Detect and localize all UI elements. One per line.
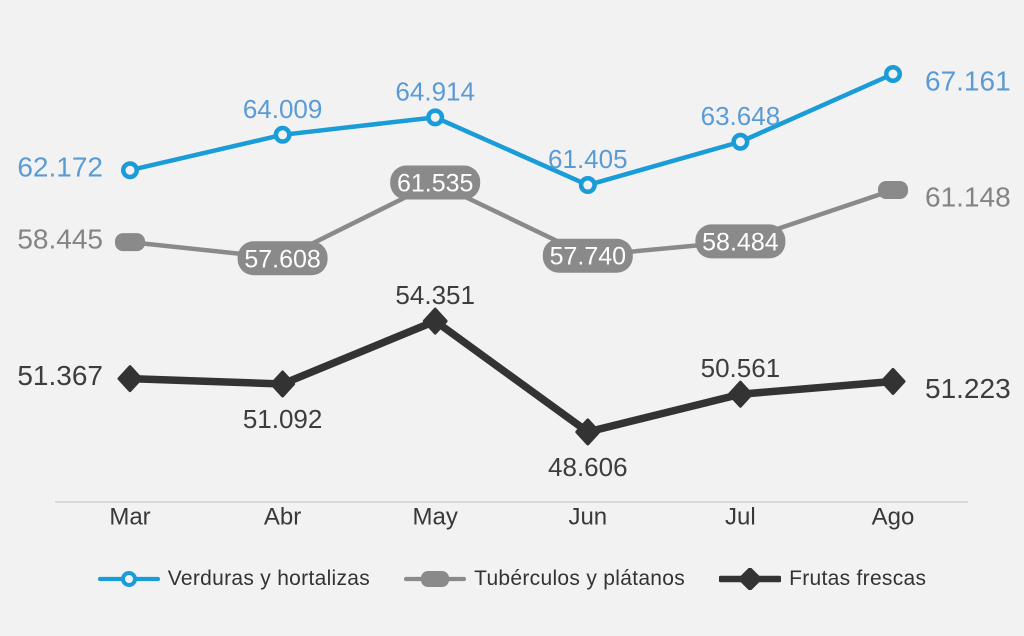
data-label-badge [390, 165, 481, 200]
x-tick-label: Abr [264, 504, 301, 531]
data-label: 61.148 [925, 181, 1011, 212]
data-label: 48.606 [548, 452, 628, 482]
x-tick-label: Mar [109, 504, 150, 531]
data-point-marker [727, 380, 753, 408]
data-label: 57.740 [550, 243, 626, 271]
data-label: 58.484 [702, 228, 779, 256]
legend-diamond-marker-icon [719, 568, 782, 590]
legend-label: Verduras y hortalizas [167, 567, 371, 590]
data-label: 58.445 [17, 224, 103, 255]
data-label-badge [695, 224, 786, 259]
legend-open-circle-marker-icon [97, 571, 160, 587]
data-label: 61.405 [548, 144, 628, 174]
series-line-2 [126, 317, 897, 436]
data-label: 62.172 [17, 152, 103, 183]
legend-rounded-rect-marker-icon [404, 571, 467, 587]
x-tick-label: May [413, 504, 458, 531]
data-point-marker [880, 367, 906, 395]
data-label: 51.092 [243, 404, 323, 434]
data-point-marker [422, 307, 448, 335]
data-label: 50.561 [701, 353, 781, 383]
data-label: 61.535 [397, 170, 473, 198]
data-point-marker [878, 180, 908, 199]
x-tick-label: Jul [725, 504, 756, 531]
data-label-badge [237, 241, 328, 276]
legend-label: Frutas frescas [789, 567, 927, 590]
legend-label: Tubérculos y plátanos [474, 567, 686, 590]
data-point-marker [731, 132, 750, 151]
data-point-marker [273, 125, 292, 144]
data-point-marker [884, 65, 902, 83]
data-point-marker [575, 418, 601, 446]
legend-item-tuberculos-y-platanos: Tubérculos y plátanos [404, 567, 685, 591]
data-label-badge [542, 238, 633, 273]
data-label: 64.914 [395, 76, 475, 106]
data-label: 63.648 [701, 101, 781, 131]
data-point-marker [578, 176, 597, 195]
data-label: 54.351 [395, 280, 475, 310]
data-label: 51.367 [17, 360, 103, 391]
data-point-marker [117, 365, 143, 393]
data-label: 51.223 [925, 373, 1011, 404]
data-point-marker [270, 370, 296, 398]
legend-item-verduras-y-hortalizas: Verduras y hortalizas [97, 567, 371, 591]
chart-legend: Verduras y hortalizas Tubérculos y pláta… [0, 567, 1024, 591]
x-tick-label: Ago [872, 504, 915, 531]
plot-area: Mar Abr May Jun Jul Ago 62.172 64.009 64.914 61.4… [17, 65, 1011, 531]
data-point-marker [426, 108, 445, 127]
legend-item-frutas-frescas: Frutas frescas [719, 567, 926, 591]
data-label: 67.161 [925, 66, 1011, 97]
series-line-0 [127, 71, 896, 188]
data-label: 64.009 [243, 94, 323, 124]
data-point-marker [115, 233, 145, 252]
x-tick-label: Jun [568, 504, 607, 531]
data-point-marker [121, 161, 139, 180]
data-label: 57.608 [244, 245, 320, 273]
